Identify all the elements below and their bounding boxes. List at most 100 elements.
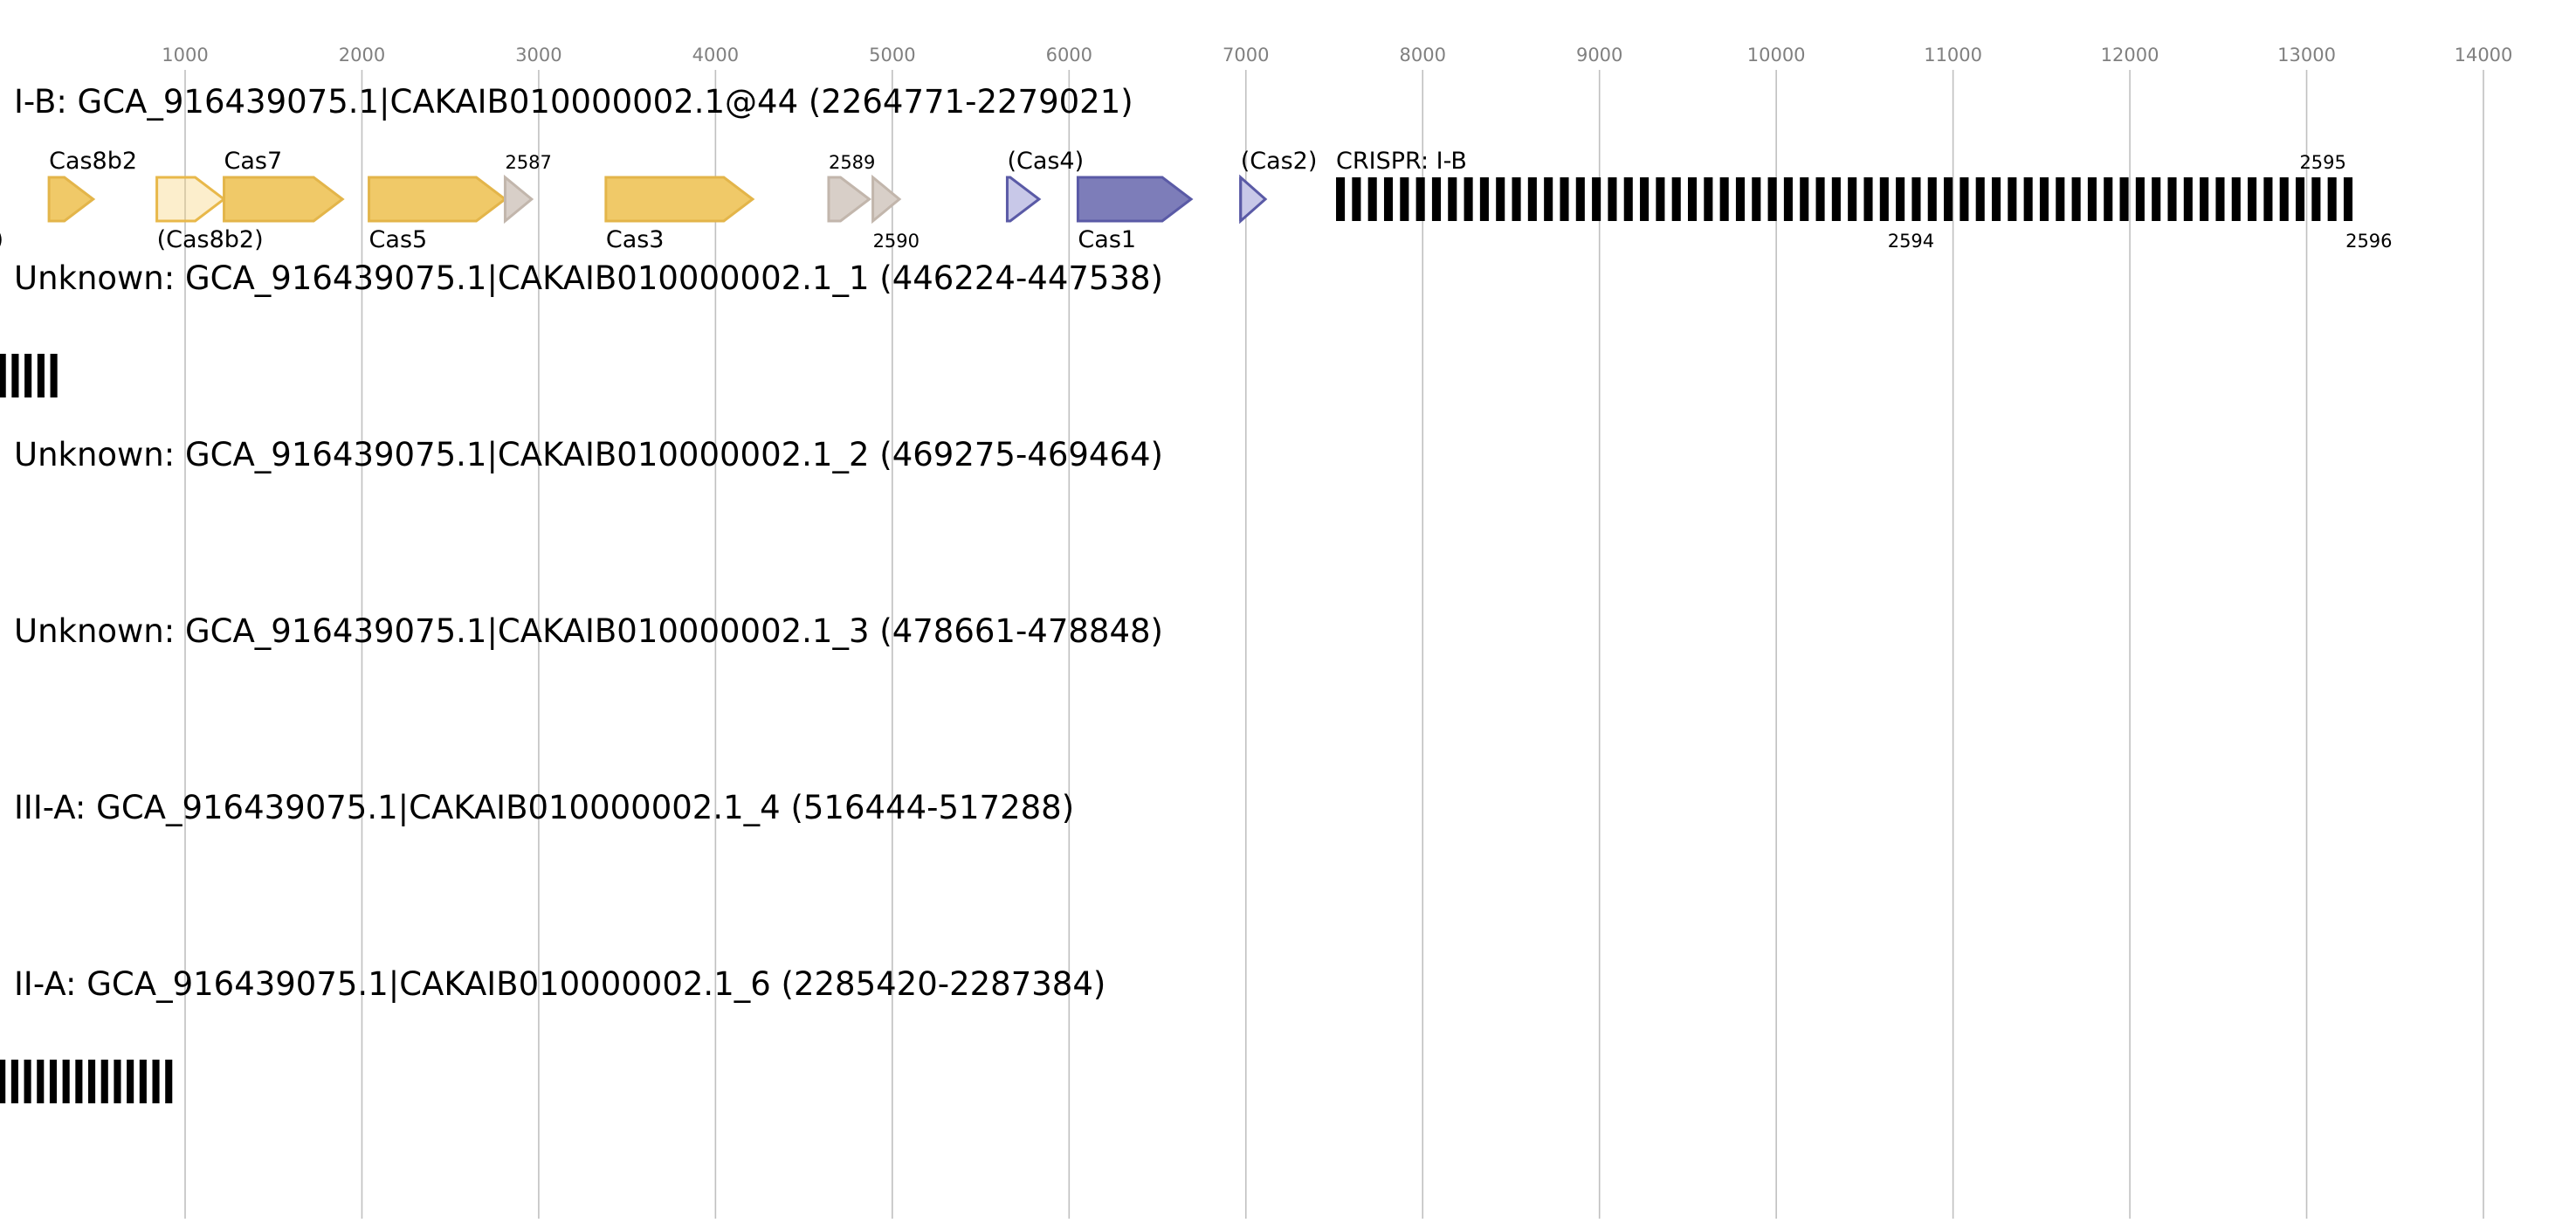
crispr-repeat [1831, 177, 1841, 221]
crispr-repeat [2135, 177, 2145, 221]
gene-label: Cas8b2 [49, 148, 137, 175]
crispr-repeat [1704, 177, 1713, 221]
axis-tick-label: 3000 [515, 45, 561, 66]
gene-label: Cas7 [224, 148, 283, 175]
crispr-repeat [1367, 177, 1377, 221]
gene-arrow [871, 174, 902, 225]
track-title: I-B: GCA_916439075.1|CAKAIB010000002.1@4… [14, 83, 1133, 121]
crispr-repeat [1735, 177, 1746, 221]
gene-label: Cas3 [606, 226, 665, 253]
gene-arrow [1076, 176, 1194, 223]
crispr-repeat [114, 1060, 121, 1103]
crispr-repeat [1608, 177, 1617, 221]
crispr-repeat [2231, 177, 2241, 221]
crispr-label: CRISPR: I-B [1336, 148, 1467, 175]
axis-tick-label: 14000 [2455, 45, 2513, 66]
crispr-repeat [1800, 177, 1809, 221]
gene-label: 2587 [505, 152, 551, 173]
crispr-repeat [88, 1060, 96, 1103]
gene-arrow [223, 176, 345, 223]
crispr-repeat [1448, 177, 1457, 221]
crispr-repeat [2119, 177, 2129, 221]
gene-arrow [503, 174, 534, 225]
crispr-repeat [1623, 177, 1633, 221]
crispr-repeat [1479, 177, 1489, 221]
axis-tick-label: 4000 [692, 45, 739, 66]
axis-tick-label: 8000 [1400, 45, 1446, 66]
gene-label: Cas1 [1078, 226, 1136, 253]
crispr-repeat [24, 354, 32, 397]
track-title: Unknown: GCA_916439075.1|CAKAIB010000002… [14, 612, 1163, 650]
crispr-repeat [2215, 177, 2225, 221]
crispr-repeat [2183, 177, 2193, 221]
crispr-repeat [24, 1060, 31, 1103]
crispr-repeat [49, 1060, 58, 1103]
crispr-repeat [100, 1060, 108, 1103]
crispr-repeat [1991, 177, 2001, 221]
crispr-repeat [1944, 177, 1953, 221]
crispr-repeat [2248, 177, 2257, 221]
crispr-repeat [2311, 177, 2321, 221]
gene-label: (Cas8b2) [157, 226, 264, 253]
crispr-repeat [2343, 177, 2353, 221]
crispr-repeat [1527, 177, 1537, 221]
crispr-repeat [2039, 177, 2049, 221]
axis-tick-label: 1000 [162, 45, 208, 66]
track: Unknown: GCA_916439075.1|CAKAIB010000002… [0, 259, 1163, 397]
track: III-A: GCA_916439075.1|CAKAIB010000002.1… [14, 789, 1074, 826]
gene-label: (Cas2) [1241, 148, 1318, 175]
crispr-repeat [1575, 177, 1585, 221]
crispr-repeat [1544, 177, 1553, 221]
crispr-repeat [1512, 177, 1521, 221]
crispr-repeat [2056, 177, 2065, 221]
crispr-repeat [2263, 177, 2273, 221]
crispr-repeat [2023, 177, 2033, 221]
crispr-repeat [2087, 177, 2097, 221]
crispr-repeat [1687, 177, 1698, 221]
crispr-repeat [1592, 177, 1601, 221]
crispr-repeat [1863, 177, 1873, 221]
track-title: II-A: GCA_916439075.1|CAKAIB010000002.1_… [14, 965, 1105, 1003]
gene-arrow [368, 176, 507, 223]
axis-tick-label: 13000 [2277, 45, 2336, 66]
crispr-repeat [50, 354, 58, 397]
axis-tick-label: 6000 [1046, 45, 1092, 66]
track: Unknown: GCA_916439075.1|CAKAIB010000002… [14, 436, 1163, 473]
track-title: III-A: GCA_916439075.1|CAKAIB010000002.1… [14, 789, 1074, 826]
crispr-repeat [2071, 177, 2081, 221]
gene-label: (Cas4) [1007, 148, 1084, 175]
crispr-repeat [1975, 177, 1985, 221]
crispr-repeat [0, 354, 6, 397]
track: II-A: GCA_916439075.1|CAKAIB010000002.1_… [0, 965, 1105, 1103]
crispr-repeat [62, 1060, 70, 1103]
track-title: Unknown: GCA_916439075.1|CAKAIB010000002… [14, 436, 1163, 473]
crispr-repeat [11, 354, 19, 397]
axis-tick-label: 2000 [339, 45, 385, 66]
axis-tick-label: 11000 [1924, 45, 1982, 66]
crispr-repeat [0, 1060, 6, 1103]
crispr-repeat [1879, 177, 1889, 221]
crispr-repeat [1496, 177, 1505, 221]
crispr-repeat [1383, 177, 1394, 221]
crispr-repeat [1783, 177, 1793, 221]
gene-label: Cas5 [369, 226, 428, 253]
track: I-B: GCA_916439075.1|CAKAIB010000002.1@4… [0, 83, 2393, 253]
crispr-label: 2594 [1888, 231, 1934, 252]
crispr-repeat [1640, 177, 1650, 221]
gene-arrow [604, 176, 755, 223]
axis-tick-label: 12000 [2101, 45, 2159, 66]
gene-label: (Cas8b2) [0, 226, 3, 253]
tracks: I-B: GCA_916439075.1|CAKAIB010000002.1@4… [0, 83, 2393, 1103]
crispr-repeat [1719, 177, 1729, 221]
axis-tick-label: 9000 [1576, 45, 1622, 66]
axis-tick-label: 10000 [1747, 45, 1806, 66]
crispr-repeat [10, 1060, 18, 1103]
crispr-repeat [165, 1060, 173, 1103]
crispr-repeat [1815, 177, 1825, 221]
crispr-repeat [1671, 177, 1681, 221]
crispr-repeat [1400, 177, 1409, 221]
crispr-repeat [2279, 177, 2289, 221]
grid-layer [184, 70, 2484, 1219]
crispr-repeat [1415, 177, 1425, 221]
